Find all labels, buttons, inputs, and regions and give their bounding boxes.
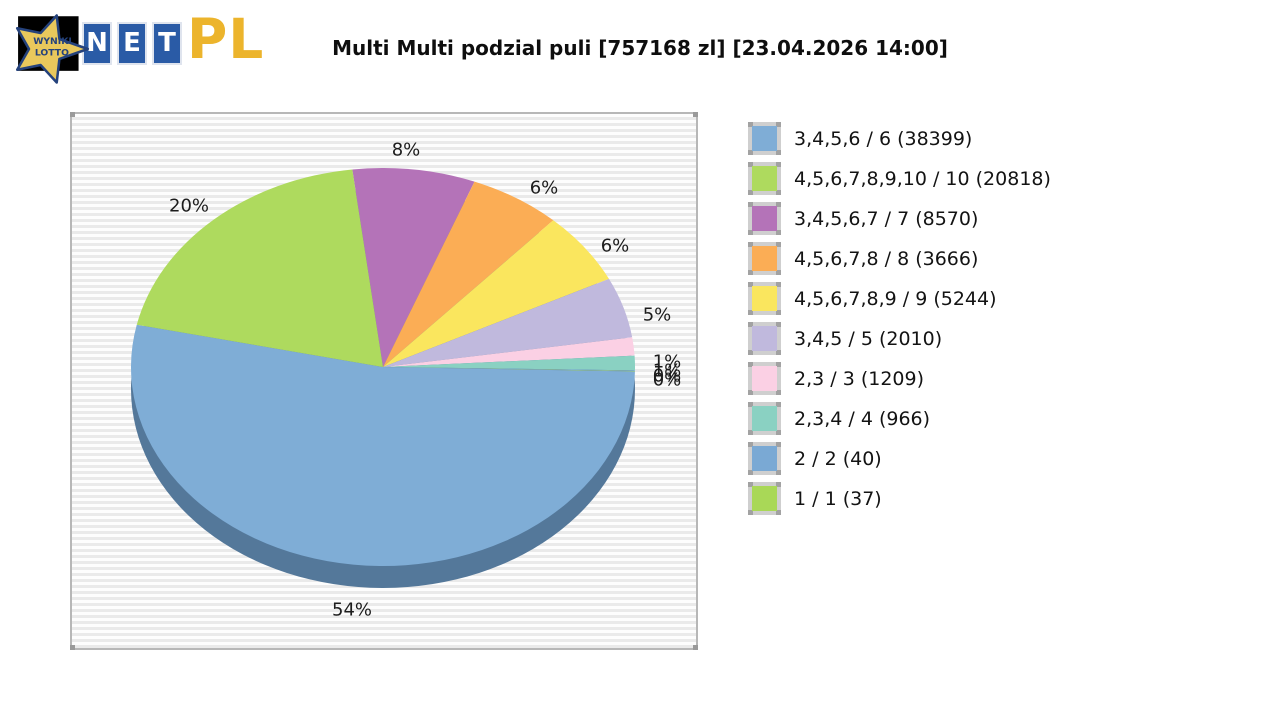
legend-item: 3,4,5 / 5 (2010) <box>748 322 1051 355</box>
pie-slice <box>383 337 635 367</box>
pie-slice <box>352 167 475 367</box>
legend-label: 3,4,5,6,7 / 7 (8570) <box>794 207 979 230</box>
legend-item: 4,5,6,7,8 / 8 (3666) <box>748 242 1051 275</box>
panel-corner <box>70 112 75 117</box>
pie-slice <box>383 278 633 367</box>
legend-item: 3,4,5,6,7 / 7 (8570) <box>748 202 1051 235</box>
percent-label: 54% <box>331 599 373 621</box>
logo-net-letter: E <box>117 22 147 65</box>
pie-slice <box>383 367 635 372</box>
star-text-line1: WYNIKI <box>33 36 72 47</box>
legend-label: 4,5,6,7,8,9 / 9 (5244) <box>794 287 997 310</box>
legend-swatch <box>748 402 781 435</box>
legend-swatch <box>748 162 781 195</box>
legend-label: 4,5,6,7,8 / 8 (3666) <box>794 247 979 270</box>
percent-label: 1% <box>652 351 682 373</box>
legend-item: 4,5,6,7,8,9,10 / 10 (20818) <box>748 162 1051 195</box>
legend-label: 2,3 / 3 (1209) <box>794 367 925 390</box>
legend-item: 1 / 1 (37) <box>748 482 1051 515</box>
legend-swatch-color <box>752 286 777 311</box>
percent-label: 1% <box>652 360 682 382</box>
legend-label: 4,5,6,7,8,9,10 / 10 (20818) <box>794 167 1051 190</box>
pie-slice <box>383 220 609 367</box>
legend-swatch-color <box>752 366 777 391</box>
legend-swatch-color <box>752 406 777 431</box>
legend-swatch-color <box>752 206 777 231</box>
legend-swatch-color <box>752 246 777 271</box>
legend-swatch <box>748 442 781 475</box>
legend-item: 2,3,4 / 4 (966) <box>748 402 1051 435</box>
star-text-line2: LOTTO <box>35 48 69 59</box>
legend-item: 3,4,5,6 / 6 (38399) <box>748 122 1051 155</box>
pie-chart <box>130 167 635 588</box>
legend-item: 2,3 / 3 (1209) <box>748 362 1051 395</box>
pie-slice <box>136 169 383 367</box>
panel-corner <box>70 645 75 650</box>
legend: 3,4,5,6 / 6 (38399) 4,5,6,7,8,9,10 / 10 (… <box>748 122 1051 522</box>
legend-item: 2 / 2 (40) <box>748 442 1051 475</box>
percent-label: 6% <box>529 177 559 199</box>
legend-label: 1 / 1 (37) <box>794 487 882 510</box>
legend-label: 2 / 2 (40) <box>794 447 882 470</box>
legend-label: 2,3,4 / 4 (966) <box>794 407 931 430</box>
legend-swatch <box>748 122 781 155</box>
legend-label: 3,4,5,6 / 6 (38399) <box>794 127 973 150</box>
percent-label: 0% <box>652 365 682 387</box>
panel-corner <box>693 112 698 117</box>
percent-label: 0% <box>652 369 682 391</box>
legend-swatch <box>748 242 781 275</box>
logo-pl-text: PL <box>187 7 265 71</box>
legend-item: 4,5,6,7,8,9 / 9 (5244) <box>748 282 1051 315</box>
legend-swatch-color <box>752 326 777 351</box>
pie-slice <box>383 181 554 367</box>
pie-slice <box>383 355 635 371</box>
pie-chart-panel: 54% 20% 8% 6% 6% 5% 1% 1% 0% 0% <box>70 112 698 650</box>
legend-swatch-color <box>752 126 777 151</box>
logo-net-letter: T <box>152 22 182 65</box>
pie-slice <box>130 324 635 567</box>
logo-net-letter: N <box>82 22 112 65</box>
legend-swatch <box>748 202 781 235</box>
star-shape <box>15 14 90 84</box>
percent-label: 8% <box>391 139 421 161</box>
pie-slice <box>383 367 635 371</box>
percent-label: 6% <box>600 235 630 257</box>
legend-swatch-color <box>752 486 777 511</box>
lotto-star-icon: WYNIKI LOTTO <box>15 14 90 84</box>
panel-corner <box>693 645 698 650</box>
legend-swatch <box>748 322 781 355</box>
legend-swatch <box>748 362 781 395</box>
percent-label: 5% <box>642 304 672 326</box>
percent-label: 20% <box>168 195 210 217</box>
chart-title: Multi Multi podzial puli [757168 zl] [23… <box>332 36 948 60</box>
legend-swatch-color <box>752 166 777 191</box>
legend-swatch-color <box>752 446 777 471</box>
legend-swatch <box>748 482 781 515</box>
legend-label: 3,4,5 / 5 (2010) <box>794 327 943 350</box>
legend-swatch <box>748 282 781 315</box>
